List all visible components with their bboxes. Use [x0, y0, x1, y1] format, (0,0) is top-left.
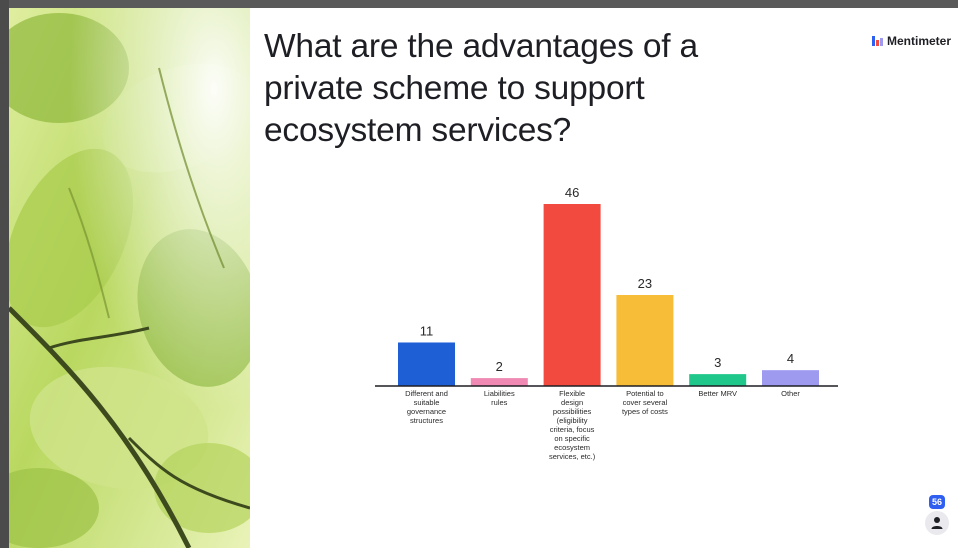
category-label: suitable [414, 398, 440, 407]
bar-value-label: 11 [420, 323, 434, 338]
bar-value-label: 23 [638, 276, 652, 291]
category-label: structures [410, 416, 443, 425]
category-label: criteria, focus [550, 425, 595, 434]
category-label: cover several [623, 398, 668, 407]
title-line: What are the advantages of a [264, 28, 698, 65]
category-label: services, etc.) [549, 452, 596, 461]
category-label: Potential to [626, 389, 664, 398]
avatar [925, 511, 949, 535]
window-top-border [0, 0, 958, 8]
bar-value-label: 3 [714, 355, 721, 370]
category-label: design [561, 398, 583, 407]
bar-3 [543, 204, 601, 386]
bar-chart: 11 Different andsuitablegovernancestructu… [375, 185, 838, 461]
category-label: (eligibility [557, 416, 588, 425]
title-line: ecosystem services? [264, 112, 572, 149]
participants-indicator[interactable]: 56 [922, 495, 952, 539]
category-label: Flexible [559, 389, 585, 398]
participants-count-badge: 56 [929, 495, 945, 509]
category-label: types of costs [622, 407, 668, 416]
category-label: Liabilities [484, 389, 515, 398]
title-line: private scheme to support [264, 70, 645, 107]
category-label: rules [491, 398, 508, 407]
window-left-border [0, 0, 9, 548]
bar-4 [616, 295, 674, 386]
category-label: ecosystem [554, 443, 590, 452]
brand-name: Mentimeter [887, 34, 952, 48]
category-label: Different and [405, 389, 448, 398]
category-label: Other [781, 389, 800, 398]
category-label: on specific [554, 434, 590, 443]
leaves-background-image [9, 8, 250, 548]
bar-2 [470, 378, 528, 386]
leaves-illustration [9, 8, 250, 548]
category-label: possibilities [553, 407, 592, 416]
category-label: governance [407, 407, 446, 416]
bar-value-label: 2 [496, 359, 503, 374]
person-icon [931, 517, 943, 529]
slide-title: What are the advantages of a private sch… [264, 26, 824, 152]
mentimeter-logo: Mentimeter [872, 34, 951, 48]
bar-value-label: 46 [565, 185, 579, 200]
category-label: Better MRV [698, 389, 737, 398]
bar-1 [398, 342, 455, 386]
bar-value-label: 4 [787, 351, 794, 366]
mentimeter-logo-icon [872, 36, 883, 46]
bar-5 [689, 374, 747, 386]
bar-6 [762, 370, 819, 386]
